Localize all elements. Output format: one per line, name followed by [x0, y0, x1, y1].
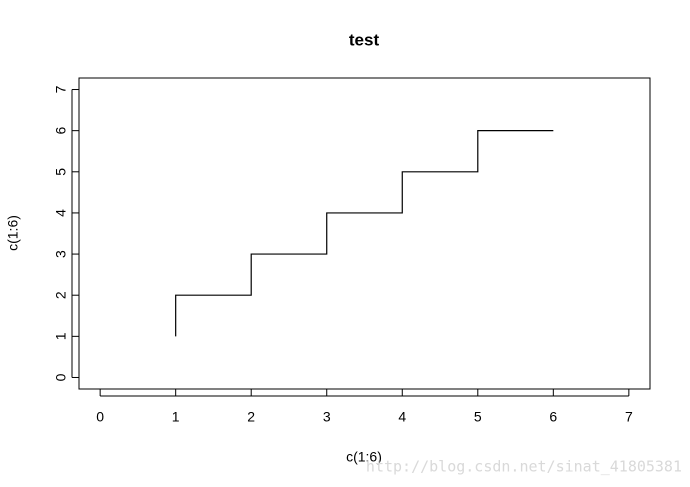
chart-title: test [349, 30, 380, 49]
x-tick-label: 0 [96, 409, 104, 425]
x-tick-label: 6 [549, 409, 557, 425]
x-tick-label: 4 [398, 409, 406, 425]
y-tick-label: 7 [53, 85, 69, 93]
y-tick-label: 2 [53, 291, 69, 299]
y-tick-label: 3 [53, 250, 69, 258]
x-axis-label: c(1:6) [346, 449, 382, 465]
x-tick-label: 2 [247, 409, 255, 425]
y-axis-label: c(1:6) [5, 215, 21, 251]
line-series [175, 130, 554, 337]
y-tick-label: 6 [53, 127, 69, 135]
x-tick-label: 3 [323, 409, 331, 425]
plot-box [78, 77, 651, 390]
x-tick-label: 1 [172, 409, 180, 425]
y-tick-label: 5 [53, 168, 69, 176]
y-tick-label: 0 [53, 373, 69, 381]
y-tick-label: 4 [53, 209, 69, 217]
x-tick-label: 5 [474, 409, 482, 425]
watermark: http://blog.csdn.net/sinat_41805381 [366, 458, 682, 476]
y-tick-label: 1 [53, 332, 69, 340]
x-tick-label: 7 [625, 409, 633, 425]
